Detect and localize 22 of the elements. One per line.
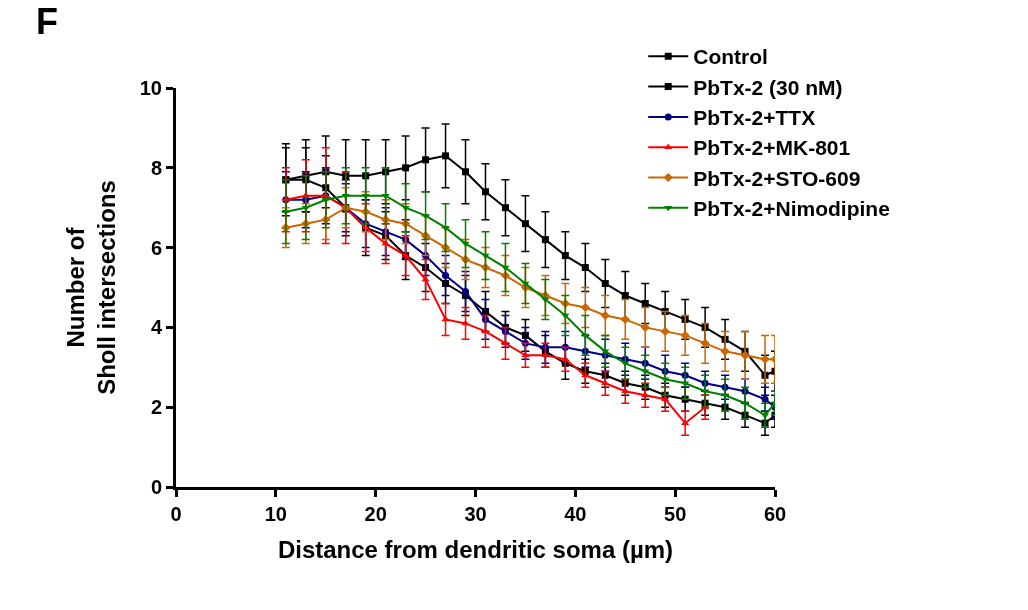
x-tick-label: 60 [763,503,787,525]
x-tick-label: 30 [464,503,487,525]
y-tick-label: 10 [139,77,162,99]
legend-label: PbTx-2+STO-609 [693,166,861,190]
legend-label: PbTx-2+TTX [693,106,816,130]
y-tick-label: 4 [150,316,163,339]
y-tick-label: 2 [150,396,162,419]
x-tick-label: 40 [564,503,587,525]
y-tick-label: 8 [150,156,162,179]
legend-label: PbTx-2+Nimodipine [693,196,890,220]
chart-title: F [35,1,58,43]
y-axis-title: Number of Sholl intersections [61,180,120,395]
x-tick-label: 0 [170,503,182,525]
x-tick-label: 50 [664,503,687,525]
legend-label: Control [693,45,768,69]
y-tick-label: 0 [150,476,162,498]
x-tick-label: 20 [364,503,387,525]
x-tick-label: 10 [264,503,287,525]
legend-label: PbTx-2 (30 nM) [693,75,843,99]
legend-label: PbTx-2+MK-801 [693,136,851,160]
y-tick-label: 6 [150,236,162,259]
x-axis-title: Distance from dendritic soma (µm) [277,536,674,564]
